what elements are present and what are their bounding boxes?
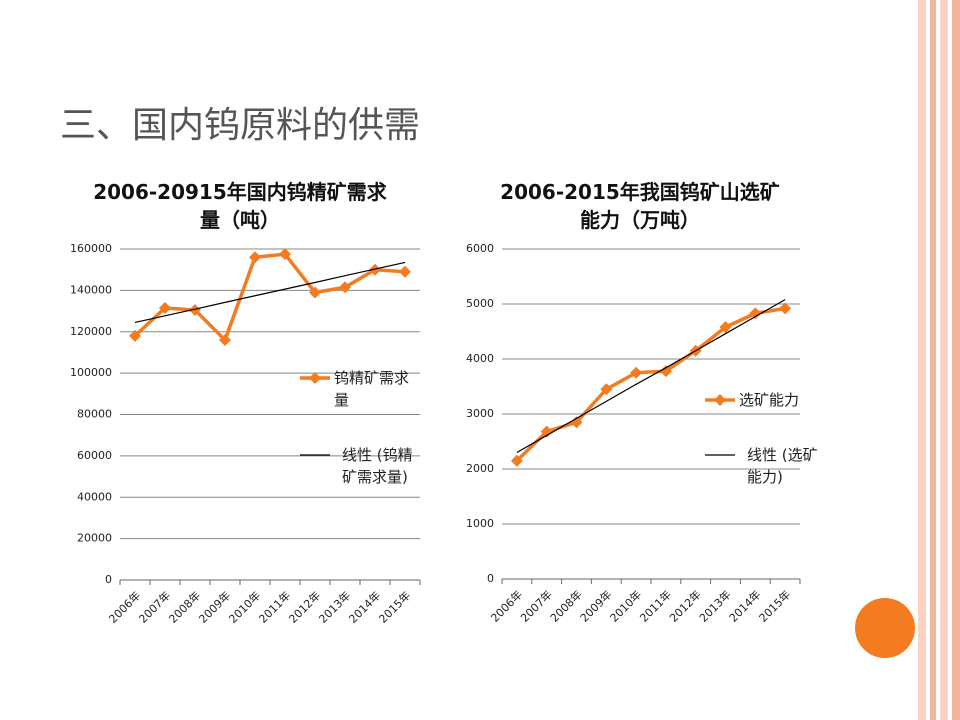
data-point <box>779 302 792 315</box>
x-tick-label: 2014年 <box>726 587 763 624</box>
x-tick-label: 2015年 <box>376 588 413 625</box>
x-tick-label: 2013年 <box>696 587 733 624</box>
x-tick-label: 2015年 <box>756 587 793 624</box>
y-tick-label: 5000 <box>466 297 494 310</box>
y-tick-label: 3000 <box>466 407 494 420</box>
data-point <box>749 307 762 320</box>
data-point <box>630 366 643 379</box>
x-tick-label: 2007年 <box>517 587 554 624</box>
series-line <box>515 306 786 463</box>
x-tick-label: 2008年 <box>166 588 203 625</box>
x-tick-label: 2012年 <box>666 587 703 624</box>
data-point <box>719 321 732 334</box>
x-tick-label: 2012年 <box>286 588 323 625</box>
data-point <box>600 383 613 396</box>
data-point <box>339 281 351 294</box>
legend-label: 钨精矿需求量 <box>334 369 410 409</box>
data-point <box>129 329 141 342</box>
data-point <box>540 425 553 438</box>
y-tick-label: 120000 <box>70 325 112 338</box>
x-tick-label: 2011年 <box>637 587 674 624</box>
y-tick-label: 2000 <box>466 462 494 475</box>
y-tick-label: 100000 <box>70 366 112 379</box>
decor-circle <box>855 598 915 658</box>
data-point <box>279 248 291 261</box>
x-tick-label: 2011年 <box>256 588 293 625</box>
stripe <box>940 0 948 720</box>
x-tick-label: 2006年 <box>106 588 143 625</box>
data-point <box>659 365 672 378</box>
y-tick-label: 0 <box>487 572 494 585</box>
y-tick-label: 1000 <box>466 517 494 530</box>
y-tick-label: 40000 <box>77 490 112 503</box>
x-tick-label: 2010年 <box>607 587 644 624</box>
legend-label: 选矿能力 <box>739 391 800 409</box>
x-tick-label: 2009年 <box>196 588 233 625</box>
series-line <box>516 299 786 454</box>
x-tick-label: 2010年 <box>226 588 263 625</box>
y-tick-label: 140000 <box>70 283 112 296</box>
data-point <box>159 301 171 314</box>
slide-title: 三、国内钨原料的供需 <box>60 105 421 146</box>
y-tick-label: 20000 <box>77 532 112 545</box>
x-tick-label: 2007年 <box>136 588 173 625</box>
stripe <box>930 0 936 720</box>
data-point <box>189 304 201 317</box>
y-tick-label: 60000 <box>77 449 112 462</box>
legend-label: 线性 (钨精矿需求量) <box>342 446 413 486</box>
legend-marker <box>714 394 726 406</box>
y-tick-label: 0 <box>105 573 112 586</box>
data-point <box>399 265 411 278</box>
x-tick-label: 2009年 <box>577 587 614 624</box>
data-point <box>369 263 381 276</box>
series-line <box>134 261 406 324</box>
x-tick-label: 2013年 <box>316 588 353 625</box>
chart-title: 2006-20915年国内钨精矿需求量（吨） <box>93 180 387 232</box>
data-point <box>219 334 231 347</box>
x-tick-label: 2008年 <box>547 587 584 624</box>
x-tick-label: 2006年 <box>488 587 525 624</box>
y-tick-label: 160000 <box>70 242 112 255</box>
data-point <box>249 251 261 264</box>
data-point <box>510 454 523 467</box>
series-line <box>133 252 406 344</box>
chart-title: 2006-2015年我国钨矿山选矿能力（万吨） <box>500 180 780 232</box>
y-tick-label: 4000 <box>466 352 494 365</box>
stripe <box>918 0 926 720</box>
stripe <box>952 0 960 720</box>
x-tick-label: 2014年 <box>346 588 383 625</box>
data-point <box>309 286 321 299</box>
y-tick-label: 6000 <box>466 242 494 255</box>
legend-label: 线性 (选矿能力) <box>747 446 818 486</box>
y-tick-label: 80000 <box>77 408 112 421</box>
data-point <box>570 416 583 429</box>
legend-marker <box>309 372 321 384</box>
